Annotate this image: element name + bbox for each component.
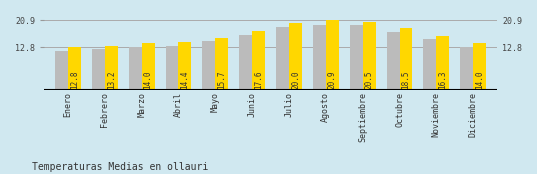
Bar [313, 25, 326, 90]
Bar [215, 38, 228, 90]
Bar [202, 41, 215, 90]
Text: 20.9: 20.9 [328, 71, 337, 89]
Text: 17.6: 17.6 [254, 71, 263, 89]
Text: 16.3: 16.3 [438, 71, 447, 89]
Bar [165, 46, 178, 90]
Bar [92, 49, 105, 90]
Bar [252, 31, 265, 90]
Text: 14.4: 14.4 [180, 71, 190, 89]
Text: Temperaturas Medias en ollauri: Temperaturas Medias en ollauri [32, 162, 208, 172]
Bar [289, 23, 302, 90]
Bar [326, 20, 339, 90]
Bar [68, 48, 81, 90]
Bar [387, 32, 400, 90]
Bar [350, 25, 362, 90]
Text: 14.0: 14.0 [475, 71, 484, 89]
Text: 12.8: 12.8 [70, 71, 79, 89]
Bar [178, 42, 191, 90]
Text: 13.2: 13.2 [107, 71, 116, 89]
Text: 14.0: 14.0 [143, 71, 153, 89]
Bar [142, 44, 155, 90]
Bar [362, 22, 375, 90]
Text: 20.0: 20.0 [291, 71, 300, 89]
Bar [460, 47, 473, 90]
Text: 20.5: 20.5 [365, 71, 374, 89]
Bar [105, 46, 118, 90]
Bar [424, 39, 437, 90]
Bar [55, 51, 68, 90]
Bar [473, 44, 486, 90]
Bar [400, 28, 412, 90]
Bar [437, 36, 449, 90]
Text: 15.7: 15.7 [217, 71, 226, 89]
Bar [129, 47, 142, 90]
Bar [240, 35, 252, 90]
Text: 18.5: 18.5 [402, 71, 410, 89]
Bar [276, 27, 289, 90]
